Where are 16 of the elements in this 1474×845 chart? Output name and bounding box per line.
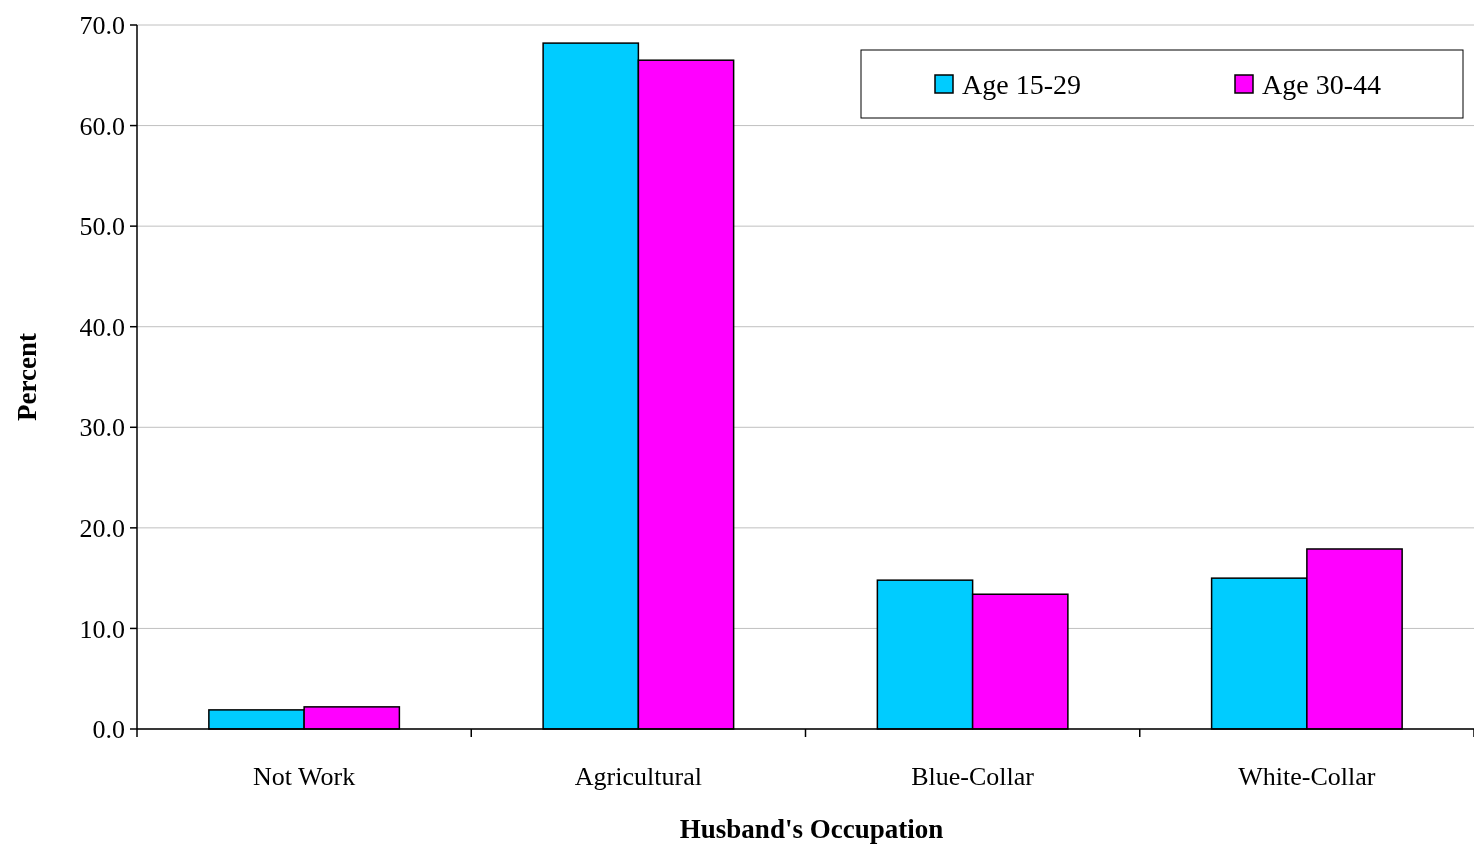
legend-label: Age 30-44 xyxy=(1262,68,1381,100)
x-tick-label: Not Work xyxy=(253,762,356,791)
y-tick-label: 10.0 xyxy=(79,614,125,644)
y-tick-label: 60.0 xyxy=(79,111,125,141)
y-axis-title: Percent xyxy=(12,333,42,421)
y-tick-label: 70.0 xyxy=(79,11,125,41)
y-tick-label: 40.0 xyxy=(79,312,125,342)
x-axis-title: Husband's Occupation xyxy=(679,814,944,844)
x-tick-label: Blue-Collar xyxy=(911,762,1035,791)
y-tick-label: 50.0 xyxy=(79,212,125,242)
legend-label: Age 15-29 xyxy=(962,68,1081,100)
y-tick-label: 20.0 xyxy=(79,513,125,543)
y-tick-label: 30.0 xyxy=(79,413,125,443)
x-tick-label: Agricultural xyxy=(574,762,702,791)
x-tick-label: White-Collar xyxy=(1238,762,1376,791)
y-tick-label: 0.0 xyxy=(92,715,125,745)
